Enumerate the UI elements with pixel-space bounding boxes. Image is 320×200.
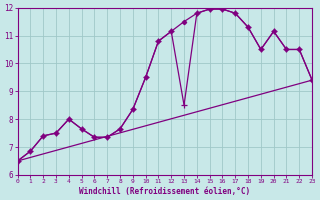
X-axis label: Windchill (Refroidissement éolien,°C): Windchill (Refroidissement éolien,°C) (79, 187, 250, 196)
